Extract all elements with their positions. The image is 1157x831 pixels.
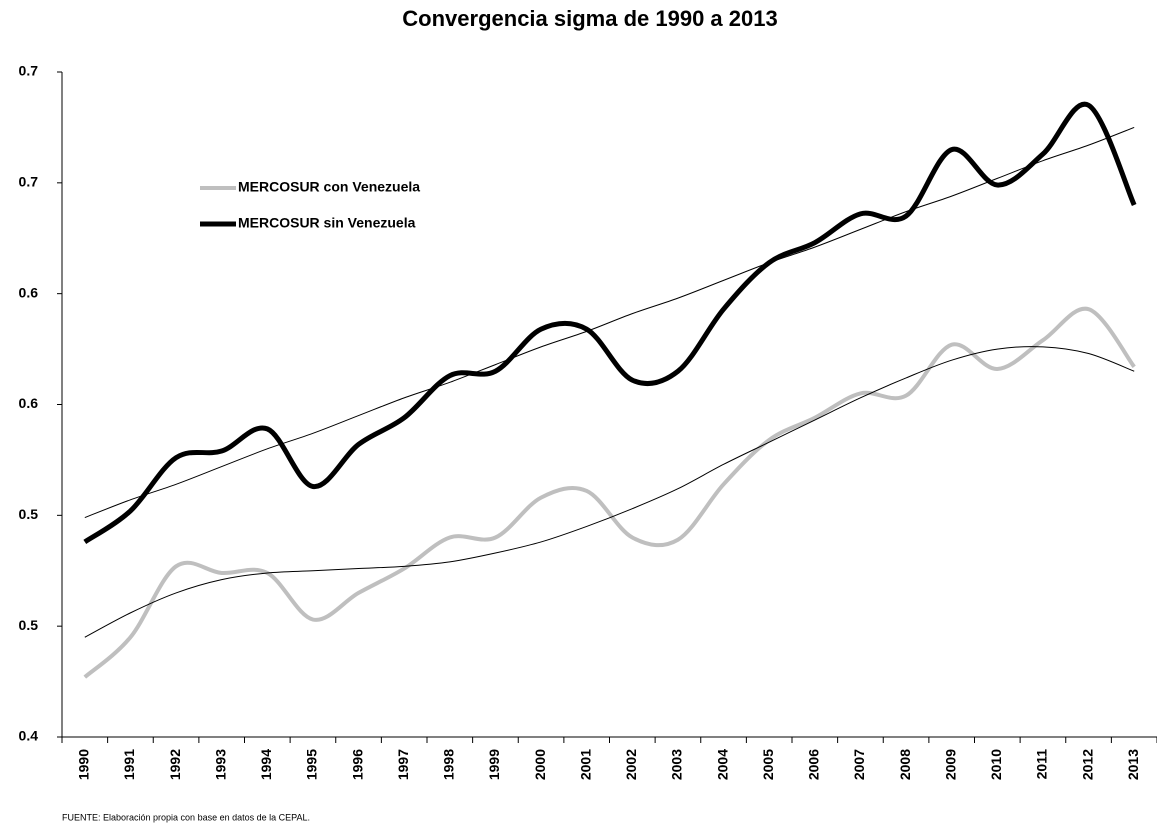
x-tick-label: 2005 [760,749,776,780]
x-tick-label: 2004 [714,749,730,780]
trend-line [84,126,1135,519]
y-tick-label: 0.7 [19,63,39,79]
x-tick-label: 1999 [486,749,502,780]
chart-title: Convergencia sigma de 1990 a 2013 [402,6,777,31]
x-tick-label: 2013 [1125,749,1141,780]
x-tick-label: 2006 [806,749,822,780]
x-tick-label: 1994 [258,749,274,780]
x-tick-label: 2008 [897,749,913,780]
x-tick-label: 1990 [76,749,92,780]
x-tick-label: 2007 [851,749,867,780]
x-tick-label: 1996 [349,749,365,780]
series-line [83,101,1137,545]
trend-line [84,346,1135,638]
x-tick-label: 2010 [988,749,1004,780]
x-tick-label: 1992 [167,749,183,780]
y-tick-label: 0.5 [19,506,39,522]
x-tick-label: 2001 [577,749,593,780]
x-tick-label: 1998 [441,749,457,780]
x-tick-label: 1993 [212,749,228,780]
y-tick-label: 0.4 [19,728,39,744]
y-tick-label: 0.6 [19,284,39,300]
x-tick-label: 2012 [1079,749,1095,780]
x-tick-label: 2003 [669,749,685,780]
y-tick-label: 0.5 [19,617,39,633]
x-tick-label: 2011 [1034,749,1050,780]
x-tick-label: 1991 [121,749,137,780]
series-line [83,306,1136,679]
legend-label: MERCOSUR sin Venezuela [238,215,416,231]
x-tick-label: 2009 [942,749,958,780]
y-tick-label: 0.7 [19,174,39,190]
x-tick-label: 1997 [395,749,411,780]
y-tick-label: 0.6 [19,395,39,411]
x-tick-label: 2002 [623,749,639,780]
source-note: FUENTE: Elaboración propia con base en d… [62,812,310,822]
x-tick-label: 1995 [304,749,320,780]
x-tick-label: 2000 [532,749,548,780]
legend-label: MERCOSUR con Venezuela [238,179,420,195]
